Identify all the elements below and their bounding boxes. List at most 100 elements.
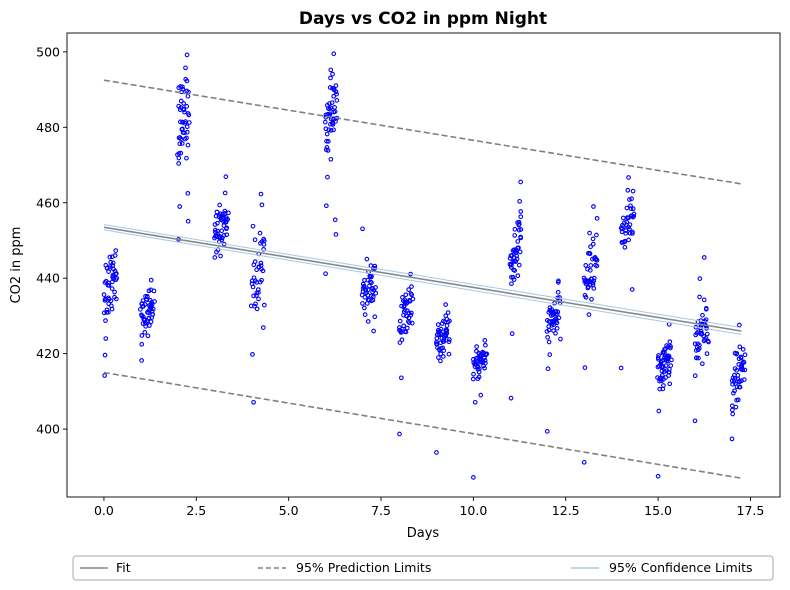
scatter-point (587, 267, 593, 273)
scatter-point (113, 296, 119, 302)
scatter-point (325, 148, 331, 153)
scatter-point (250, 284, 256, 290)
scatter-point (109, 286, 115, 291)
scatter-point (326, 127, 332, 133)
scatter-point (323, 271, 328, 277)
scatter-point (185, 142, 191, 148)
scatter-point (661, 383, 666, 388)
scatter-point (734, 367, 739, 373)
scatter-point (511, 277, 517, 282)
scatter-point (256, 296, 261, 302)
scatter-point (742, 352, 748, 358)
scatter-point (146, 315, 152, 321)
legend-prediction-label: 95% Prediction Limits (296, 560, 431, 575)
scatter-point (554, 325, 560, 331)
scatter-point (544, 429, 550, 434)
scatter-point (222, 190, 228, 196)
scatter-point (180, 84, 185, 90)
scatter-point (517, 249, 523, 255)
scatter-point (142, 329, 148, 335)
scatter-point (663, 363, 669, 368)
scatter-point (176, 161, 182, 166)
scatter-point (515, 273, 521, 279)
scatter-point (556, 315, 562, 321)
scatter-point (184, 135, 189, 141)
scatter-point (179, 141, 185, 146)
scatter-point (482, 365, 487, 371)
scatter-point (627, 197, 632, 202)
scatter-point (250, 352, 255, 357)
scatter-point (732, 388, 737, 394)
scatter-point (148, 319, 154, 325)
scatter-point (182, 130, 187, 136)
legend-confidence-label: 95% Confidence Limits (609, 560, 753, 575)
scatter-point (140, 321, 146, 326)
scatter-point (668, 345, 673, 351)
scatter-point (516, 245, 521, 251)
scatter-point (656, 408, 662, 414)
scatter-point (590, 241, 596, 247)
scatter-point (628, 206, 634, 211)
scatter-point (107, 254, 113, 260)
scatter-point (217, 202, 222, 208)
scatter-point (482, 358, 488, 363)
y-tick-label: 460 (36, 195, 60, 210)
scatter-point (324, 131, 330, 137)
scatter-point (360, 301, 365, 306)
scatter-point (627, 226, 632, 232)
scatter-point (729, 436, 735, 442)
scatter-point (510, 274, 516, 280)
scatter-point (184, 155, 189, 161)
chart-title: Days vs CO2 in ppm Night (299, 9, 547, 29)
confidence-limit-upper (103, 224, 742, 329)
scatter-point (692, 418, 698, 424)
scatter-point (108, 259, 114, 265)
scatter-point (626, 175, 631, 180)
scatter-point (585, 285, 591, 291)
scatter-point (629, 196, 634, 202)
scatter-point (329, 100, 335, 106)
scatter-point (258, 260, 264, 266)
scatter-point (436, 355, 441, 360)
scatter-point (184, 103, 190, 109)
scatter-point (403, 329, 409, 335)
scatter-point (255, 287, 261, 292)
scatter-point (184, 129, 190, 135)
scatter-point (471, 475, 476, 480)
scatter-point (184, 124, 190, 130)
scatter-point (588, 263, 594, 268)
scatter-point (624, 219, 630, 225)
scatter-point (623, 230, 629, 236)
scatter-point (328, 128, 334, 133)
scatter-point (628, 203, 633, 209)
scatter-point (732, 376, 738, 381)
scatter-point (223, 174, 229, 180)
scatter-point (137, 307, 143, 312)
scatter-point (692, 341, 698, 347)
scatter-point (331, 127, 336, 133)
scatter-point (738, 355, 744, 361)
scatter-point (409, 292, 414, 298)
scatter-point (441, 337, 447, 343)
scatter-point (251, 293, 256, 299)
scatter-point (215, 247, 221, 253)
scatter-point (365, 287, 371, 293)
scatter-point (261, 242, 267, 247)
scatter-point (515, 239, 521, 244)
scatter-point (257, 230, 263, 236)
scatter-point (514, 253, 519, 259)
scatter-point (373, 290, 379, 296)
scatter-point (483, 342, 488, 348)
scatter-point (586, 312, 592, 317)
scatter-point (178, 98, 184, 104)
legend-frame (72, 555, 774, 581)
scatter-point (260, 268, 266, 274)
scatter-point (444, 330, 450, 336)
scatter-point (594, 263, 600, 269)
scatter-point (180, 126, 185, 132)
scatter-point (438, 326, 444, 332)
scatter-point (333, 89, 339, 95)
prediction-limit-lower (103, 371, 742, 479)
scatter-point (409, 284, 414, 289)
y-tick-label: 400 (36, 422, 60, 437)
